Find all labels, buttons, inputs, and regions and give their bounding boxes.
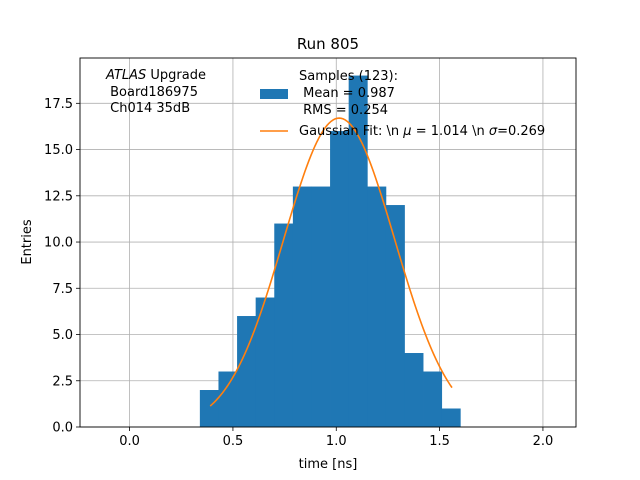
x-tick-label: 1.0: [326, 434, 347, 449]
plot-frame: [79, 57, 577, 428]
run-annotation: ATLAS Upgrade Board186975 Ch014 35dB: [105, 68, 206, 116]
plot-area: 0.0 0.5 1.0 1.5 2.0 0.0 2.5 5.0 7.5 10.0 12.5 15.0…: [44, 57, 577, 449]
x-tick-label: 0.0: [119, 434, 140, 449]
y-tick-label: 15.0: [44, 143, 73, 158]
y-tick-label: 12.5: [44, 189, 73, 204]
chart-title: Run 805: [297, 35, 359, 53]
legend-hist-line-2: Mean = 0.987: [299, 86, 395, 101]
histogram-bar: [330, 131, 350, 427]
x-axis-ticks: 0.0 0.5 1.0 1.5 2.0: [119, 427, 553, 449]
upgrade-label: Upgrade: [146, 68, 206, 83]
gaussian-fit-curve: [209, 117, 453, 407]
histogram-bar: [441, 408, 461, 427]
y-axis-ticks: 0.0 2.5 5.0 7.5 10.0 12.5 15.0 17.5: [44, 97, 80, 436]
histogram-bar: [367, 186, 387, 427]
histogram-bar: [255, 297, 275, 427]
histogram-bar: [423, 371, 443, 427]
histogram-bar: [311, 186, 331, 427]
legend-fit-label: Gaussian Fit: \n μ = 1.014 \n σ=0.269: [299, 124, 545, 139]
histogram-bar: [385, 205, 405, 427]
y-axis-title: Entries: [20, 219, 35, 265]
histogram-bar: [348, 75, 368, 428]
legend: Samples (123): Mean = 0.987 RMS = 0.254 …: [260, 69, 545, 139]
fit-mu-symbol: μ: [402, 124, 411, 139]
atlas-label: ATLAS: [105, 68, 146, 83]
histogram-bar: [237, 316, 257, 427]
y-tick-label: 0.0: [52, 421, 73, 436]
fit-label-end: =0.269: [497, 124, 545, 139]
x-axis-title: time [ns]: [299, 457, 358, 472]
fit-label-prefix: Gaussian Fit: \n: [299, 124, 403, 139]
x-tick-label: 2.0: [533, 434, 554, 449]
histogram-bar: [292, 186, 312, 427]
histogram-bar: [274, 223, 294, 427]
x-tick-label: 0.5: [223, 434, 244, 449]
legend-hist-line-1: Samples (123):: [299, 69, 398, 84]
y-tick-label: 10.0: [44, 236, 73, 251]
fit-label-mid: = 1.014 \n: [412, 124, 489, 139]
fit-sigma-symbol: σ: [489, 124, 498, 139]
x-tick-label: 1.5: [429, 434, 450, 449]
histogram-bar: [199, 390, 219, 427]
histogram-bar: [218, 371, 238, 427]
annotation-line-1: ATLAS Upgrade: [105, 68, 206, 83]
y-tick-label: 5.0: [52, 328, 73, 343]
y-tick-label: 17.5: [44, 97, 73, 112]
legend-hist-line-3: RMS = 0.254: [299, 103, 388, 118]
annotation-line-3: Ch014 35dB: [106, 101, 190, 116]
y-tick-label: 7.5: [52, 282, 73, 297]
histogram-bar: [404, 353, 424, 427]
histogram-bars: [199, 75, 461, 428]
annotation-line-2: Board186975: [106, 85, 198, 100]
y-tick-label: 2.5: [52, 374, 73, 389]
legend-hist-swatch: [260, 89, 288, 99]
